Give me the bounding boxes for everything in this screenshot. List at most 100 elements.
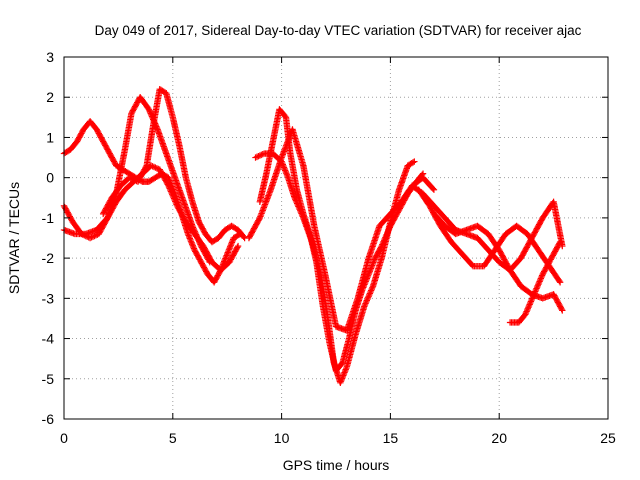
data-point (535, 281, 542, 288)
data-point (170, 195, 178, 202)
data-point (195, 237, 202, 244)
data-point (197, 241, 204, 248)
data-point (429, 185, 437, 192)
y-tick-label: -3 (42, 290, 55, 306)
data-point (558, 305, 565, 313)
data-point (295, 203, 302, 210)
data-point (367, 287, 375, 294)
data-point (194, 235, 202, 243)
data-point (194, 234, 201, 241)
data-point (530, 292, 537, 299)
data-point (298, 211, 306, 219)
data-point (525, 304, 532, 311)
data-point (165, 182, 172, 189)
data-point (292, 196, 299, 203)
data-point (240, 233, 247, 241)
data-point (369, 284, 376, 291)
data-point (170, 194, 177, 201)
data-point (146, 108, 154, 116)
data-point (366, 291, 373, 299)
data-point (527, 299, 534, 307)
data-point (255, 216, 263, 223)
y-axis-label: SDTVAR / TECUs (6, 182, 22, 294)
data-point (537, 275, 545, 282)
data-point (146, 107, 153, 114)
data-point (531, 289, 538, 297)
data-point (92, 232, 100, 239)
data-point (205, 257, 213, 264)
data-point (366, 290, 374, 297)
series-trace-6 (252, 150, 418, 386)
plot-frame (63, 56, 609, 420)
data-point (130, 176, 137, 183)
data-point (149, 163, 156, 170)
y-tick-label: 2 (46, 89, 54, 105)
data-point (191, 228, 199, 235)
data-point (168, 191, 176, 198)
data-point (86, 234, 94, 242)
data-point (147, 110, 154, 117)
x-tick-label: 25 (600, 430, 616, 446)
y-tick-label: 1 (46, 129, 54, 145)
data-point (556, 277, 563, 285)
data-point (364, 294, 372, 301)
data-point (206, 258, 213, 266)
data-point (192, 229, 199, 237)
data-point (152, 164, 159, 171)
data-point (556, 240, 563, 247)
data-point (530, 291, 538, 298)
data-point (168, 189, 175, 197)
grid (64, 57, 608, 419)
data-point (526, 301, 533, 308)
data-point (524, 305, 531, 312)
data-point (167, 186, 174, 194)
data-point (532, 288, 539, 295)
series-trace-3 (60, 94, 213, 266)
x-tick-label: 15 (383, 430, 399, 446)
data-point (523, 306, 531, 314)
data-point (522, 309, 530, 317)
data-point (193, 232, 200, 240)
data-points (60, 85, 566, 386)
data-point (525, 302, 533, 310)
x-tick-labels: 0 5 10 15 20 25 (60, 430, 616, 446)
data-point (142, 163, 150, 171)
data-point (295, 204, 303, 212)
data-point (128, 175, 136, 183)
data-point (252, 154, 259, 161)
data-point (537, 276, 544, 284)
data-point (196, 239, 204, 247)
data-point (164, 181, 171, 188)
data-point (167, 188, 175, 195)
data-point (292, 197, 300, 204)
x-axis-label: GPS time / hours (283, 457, 390, 473)
data-point (535, 279, 543, 287)
data-point (298, 210, 305, 217)
data-point (148, 111, 155, 119)
data-point (533, 285, 540, 292)
data-point (253, 153, 261, 161)
data-point (88, 234, 95, 241)
data-point (522, 311, 529, 318)
data-point (297, 207, 304, 214)
data-point (409, 159, 417, 166)
series-trace-7 (245, 126, 438, 334)
data-point (556, 279, 564, 286)
data-point (362, 298, 370, 306)
data-point (528, 296, 535, 304)
data-point (367, 288, 374, 296)
data-point (153, 165, 161, 172)
data-point (559, 307, 566, 314)
data-point (523, 308, 530, 315)
x-tick-label: 0 (60, 430, 68, 446)
data-point (291, 194, 298, 201)
data-point (296, 206, 303, 213)
data-point (172, 199, 180, 207)
y-tick-labels: -6 -5 -4 -3 -2 -1 0 1 2 3 (42, 49, 55, 427)
data-point (150, 163, 158, 171)
series-trace-10 (430, 210, 566, 314)
data-point (127, 175, 134, 182)
data-point (256, 152, 264, 159)
data-point (556, 238, 564, 246)
